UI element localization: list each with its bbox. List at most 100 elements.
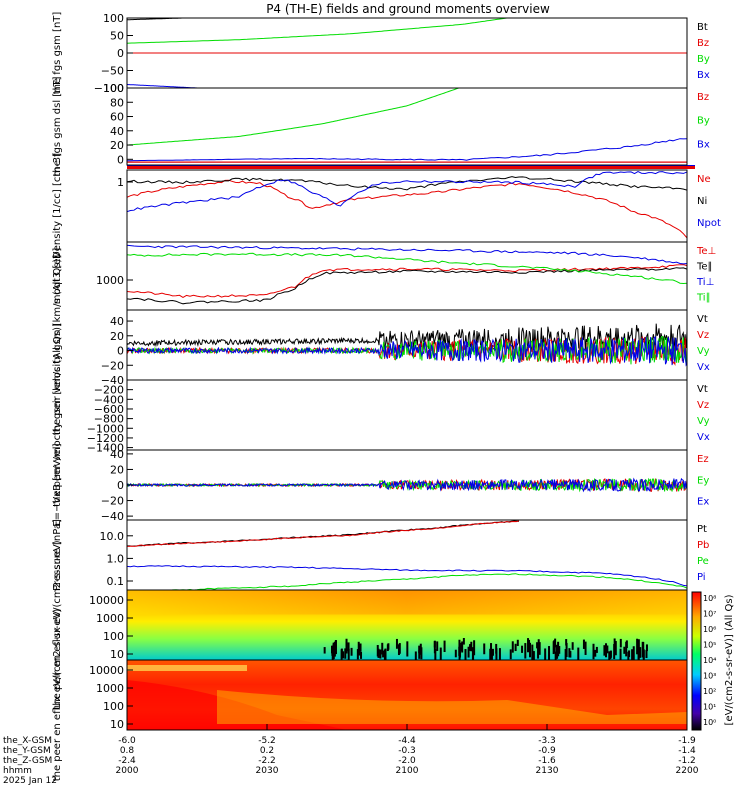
series-te-line bbox=[127, 264, 687, 298]
series-ne-line bbox=[127, 179, 687, 239]
y-axis-label: the peer en eflux eV/(cm2-s-sr-eV) bbox=[52, 609, 63, 782]
legend-bz: Bz bbox=[697, 38, 709, 49]
colorbar: 10⁸ 10⁷ 10⁶ 10⁵ 10⁴ 10³ 10² 10¹ 10⁰ [eV/(cm2-s-sr… bbox=[691, 591, 735, 731]
x-tick-label: 0.8 bbox=[120, 746, 135, 756]
colorbar-tick-label: 10⁸ bbox=[703, 594, 716, 603]
legend-vx: Vx bbox=[697, 432, 710, 443]
y-axis-label: the fgs gsm dsl [nT] bbox=[52, 76, 63, 176]
legend-ti: Ti∥ bbox=[696, 293, 711, 304]
y-tick-label: 0.1 bbox=[107, 575, 125, 588]
legend-ey: Ey bbox=[697, 475, 709, 486]
y-tick-label: 100 bbox=[103, 82, 124, 95]
y-tick-label: −400 bbox=[94, 393, 124, 406]
x-tick-label: 2200 bbox=[676, 766, 699, 776]
y-tick-label: −40 bbox=[101, 510, 124, 523]
legend-vt: Vt bbox=[697, 314, 708, 325]
x-tick-label: -1.4 bbox=[678, 746, 696, 756]
legend-vy: Vy bbox=[697, 416, 710, 427]
colorbar-gradient bbox=[691, 591, 702, 731]
y-tick-label: −1200 bbox=[87, 432, 124, 445]
y-axis-label-text: the peer velocity gsm [km/s (All Qs)] bbox=[52, 323, 63, 507]
series-pi-line bbox=[127, 565, 687, 587]
y-tick-label: −800 bbox=[94, 413, 124, 426]
figure-title: P4 (TH-E) fields and ground moments over… bbox=[266, 2, 550, 16]
x-tick-label: -0.3 bbox=[398, 746, 416, 756]
panel-9: 10000 1000 100 10 the peir en eflux eV/(cm2-… bbox=[52, 540, 688, 710]
y-tick-label: 10 bbox=[110, 718, 124, 731]
legend-pt: Pt bbox=[697, 524, 707, 535]
colorbar-tick-label: 10⁶ bbox=[703, 625, 716, 634]
y-tick-label: 60 bbox=[110, 111, 124, 124]
y-tick-label: −100 bbox=[94, 82, 124, 95]
y-tick-label: −20 bbox=[101, 495, 124, 508]
y-tick-label: 10000 bbox=[89, 594, 124, 607]
series-by-line bbox=[127, 18, 511, 44]
x-tick-label: -3.3 bbox=[538, 736, 556, 746]
x-tick-label: 2100 bbox=[396, 766, 419, 776]
bottom-row-label: hhmm bbox=[3, 766, 32, 776]
y-tick-label: 1000 bbox=[96, 682, 124, 695]
y-axis-label-text: the fgs gsm [nT] bbox=[52, 12, 63, 95]
series-bx-line bbox=[127, 138, 687, 162]
y-axis-label: Pressure [nPa] bbox=[52, 519, 63, 591]
legend-bz: Bz bbox=[697, 92, 709, 103]
bottom-row-label: the_Y-GSM bbox=[3, 746, 51, 756]
y-tick-label: 1000 bbox=[96, 274, 124, 287]
y-tick-label: 40 bbox=[110, 315, 124, 328]
colorbar-tick-label: 10⁰ bbox=[703, 718, 716, 727]
series-pt-line bbox=[127, 520, 520, 547]
legend-vz: Vz bbox=[697, 330, 709, 341]
y-tick-label: 20 bbox=[110, 463, 124, 476]
y-axis-label-text: moqt3 [eV] bbox=[52, 248, 63, 305]
panel-frame bbox=[126, 241, 688, 311]
series-vx-line bbox=[127, 335, 687, 367]
date-label: 2025 Jan 12 bbox=[3, 776, 57, 786]
y-tick-label: 0 bbox=[117, 47, 124, 60]
legend-te: Te⊥ bbox=[696, 246, 716, 257]
y-axis-label: moqt3 [eV] bbox=[52, 248, 63, 305]
colorbar-label: [eV/(cm2-s-sr-eV)] (All Qs) bbox=[724, 594, 735, 725]
y-tick-label: 40 bbox=[110, 448, 124, 461]
colorbar-tick-label: 10⁷ bbox=[703, 610, 716, 619]
y-tick-label: 10 bbox=[110, 648, 124, 661]
y-axis-label-text: the fgs gsm dsl [nT] bbox=[52, 76, 63, 176]
y-tick-label: −600 bbox=[94, 403, 124, 416]
colorbar-tick-label: 10² bbox=[703, 687, 716, 696]
panel-5: 40 20 0−20 −40 the peir velocity gsm [km/s (… bbox=[52, 255, 710, 436]
x-tick-label: -2.0 bbox=[398, 756, 416, 766]
y-tick-label: 1.0 bbox=[107, 552, 125, 565]
legend-ex: Ex bbox=[697, 497, 709, 508]
y-axis-label-text: the peer en eflux eV/(cm2-s-sr-eV) bbox=[52, 609, 63, 782]
panel-frame bbox=[126, 379, 688, 451]
x-tick-label: 0.2 bbox=[260, 746, 274, 756]
x-tick-label: -0.9 bbox=[538, 746, 556, 756]
x-tick-label: -2.2 bbox=[258, 756, 276, 766]
x-tick-label: -6.0 bbox=[118, 736, 136, 746]
x-tick-label: -4.4 bbox=[398, 736, 416, 746]
legend-by: By bbox=[697, 54, 710, 65]
x-tick-label: -1.2 bbox=[678, 756, 696, 766]
y-axis-label: the fgs gsm [nT] bbox=[52, 12, 63, 95]
legend-te: Te∥ bbox=[696, 262, 713, 273]
legend-ne: Ne bbox=[697, 174, 711, 185]
y-axis-label: the peer velocity gsm [km/s (All Qs)] bbox=[52, 323, 63, 507]
panel-4: 1000 moqt3 [eV] Te⊥ Te∥ Ti⊥ Ti∥ bbox=[52, 241, 716, 311]
y-tick-label: 40 bbox=[110, 125, 124, 138]
legend-vx: Vx bbox=[697, 362, 710, 373]
legend-by: By bbox=[697, 116, 710, 127]
y-axis-label-text: Pressure [nPa] bbox=[52, 519, 63, 591]
y-axis-label-text: E=−VxB [mV/m] bbox=[52, 443, 63, 526]
x-tick-label: -2.4 bbox=[118, 756, 136, 766]
series-vt-line bbox=[127, 323, 687, 352]
series-pb-line bbox=[127, 520, 520, 547]
colorbar-label-text: [eV/(cm2-s-sr-eV)] (All Qs) bbox=[724, 594, 735, 725]
y-axis-label: the peir en eflux eV/(cm2-s-sr-eV) bbox=[52, 540, 63, 709]
y-tick-label: 1 bbox=[117, 176, 124, 189]
series-te-line bbox=[127, 267, 687, 305]
legend-ti: Ti⊥ bbox=[696, 277, 714, 288]
y-tick-label: 10.0 bbox=[100, 530, 125, 543]
legend-ez: Ez bbox=[697, 454, 709, 465]
y-tick-label: 100 bbox=[103, 12, 124, 25]
